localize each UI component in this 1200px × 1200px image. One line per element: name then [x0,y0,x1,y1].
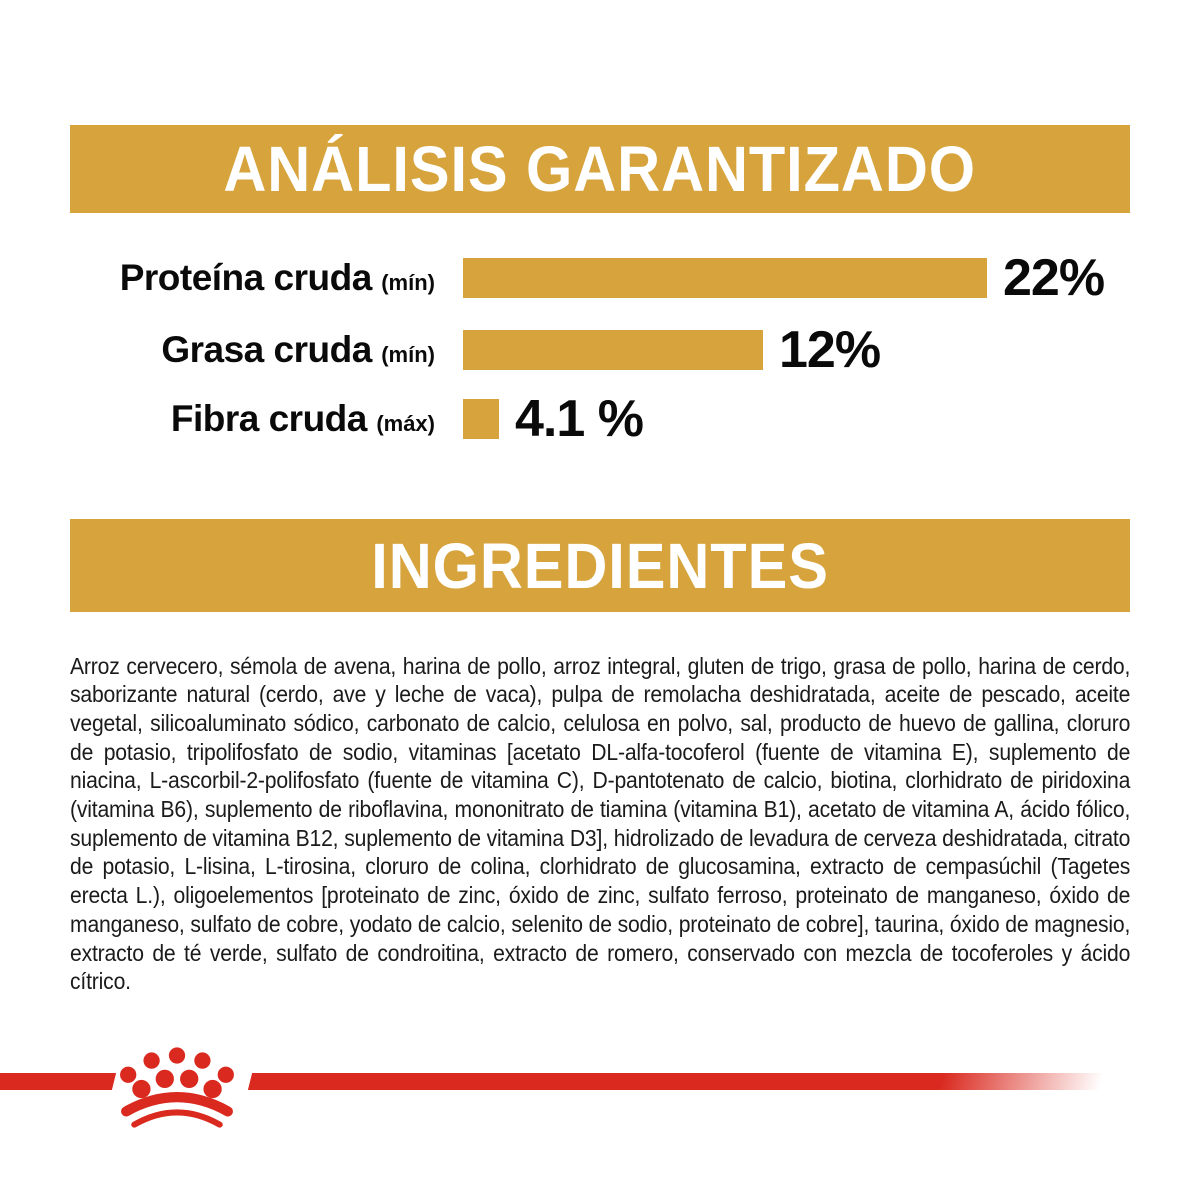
analysis-title-band: ANÁLISIS GARANTIZADO [70,125,1130,213]
ingredients-title: INGREDIENTES [371,529,829,602]
red-rule-left [0,1073,117,1090]
fiber-bar [463,399,499,439]
fiber-value: 4.1 % [515,390,644,448]
analysis-row-protein: Proteína cruda (mín) 22% [70,249,1150,307]
analysis-row-label: Fibra cruda (máx) [170,398,435,439]
fat-value: 12% [779,321,881,379]
analysis-row-qualifier: (mín) [381,270,435,295]
ingredients-text: Arroz cervecero, sémola de avena, harina… [70,652,1131,995]
ingredients-title-band: INGREDIENTES [70,519,1130,612]
analysis-row-qualifier: (máx) [376,411,435,436]
protein-bar [463,258,987,298]
fat-bar [463,330,763,370]
analysis-row-fat: Grasa cruda (mín) 12% [70,321,1150,379]
analysis-row-qualifier: (mín) [381,342,435,367]
analysis-row-fiber: Fibra cruda (máx) 4.1 % [70,390,1150,448]
analysis-title: ANÁLISIS GARANTIZADO [223,133,977,205]
protein-value: 22% [1003,249,1105,307]
red-rule-right [247,1073,1140,1090]
royal-canin-crown-icon [120,1047,234,1128]
analysis-row-label: Proteína cruda (mín) [119,257,435,298]
analysis-row-label: Grasa cruda (mín) [161,329,435,370]
